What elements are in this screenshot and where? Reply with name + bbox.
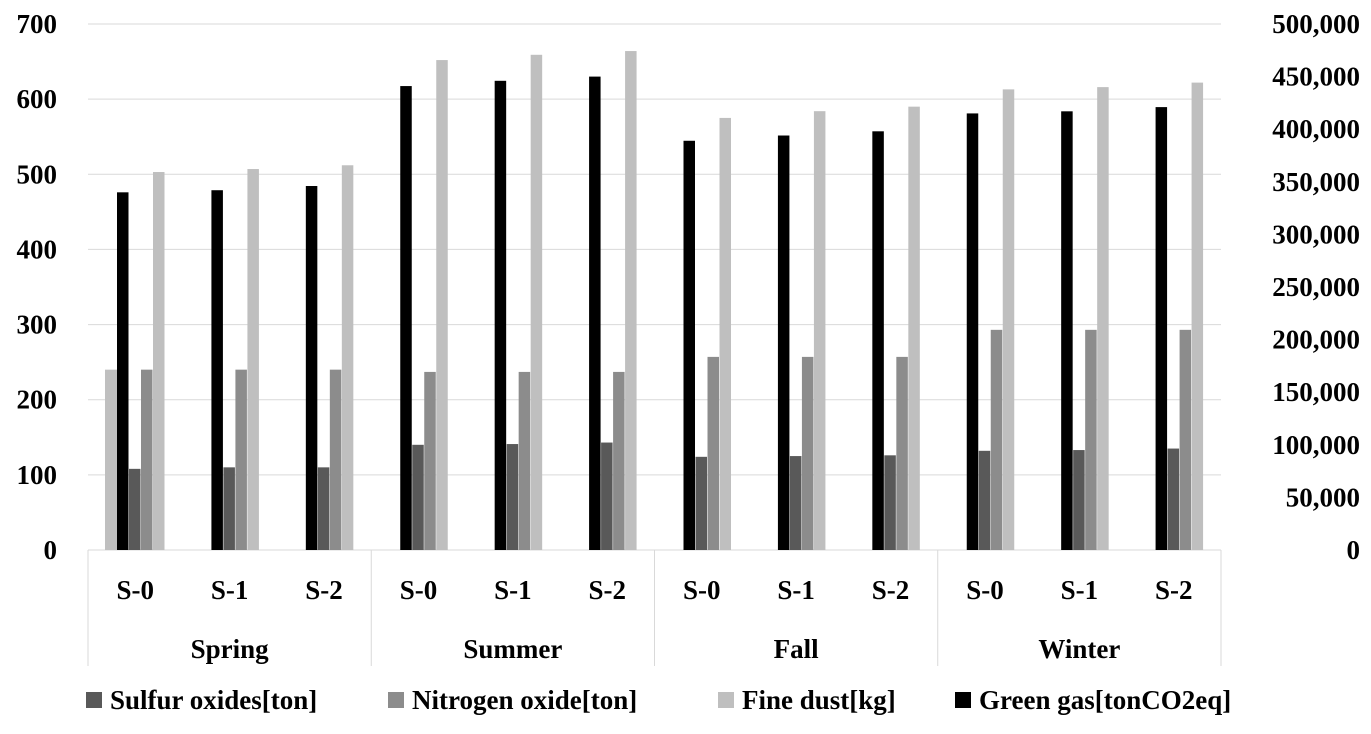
- group-label: Summer: [463, 634, 562, 664]
- bars: [105, 51, 1204, 551]
- bar: [412, 444, 424, 550]
- bar: [211, 190, 223, 550]
- scenario-label: S-1: [777, 575, 815, 605]
- legend-label: Green gas[tonCO2eq]: [979, 685, 1231, 715]
- bar: [884, 455, 896, 550]
- legend-swatch: [388, 692, 404, 708]
- group-label: Winter: [1038, 634, 1120, 664]
- bar: [625, 51, 637, 551]
- scenario-label: S-1: [211, 575, 249, 605]
- legend-label: Nitrogen oxide[ton]: [412, 685, 637, 715]
- bar: [247, 169, 259, 551]
- right-tick-label: 150,000: [1272, 377, 1360, 407]
- scenario-label: S-0: [116, 575, 154, 605]
- left-axis-tick-labels: 0 100 200 300 400 500 600 700: [17, 9, 58, 565]
- bar: [1097, 87, 1109, 551]
- bar: [966, 113, 979, 551]
- bar: [1002, 89, 1015, 551]
- bar: [683, 140, 695, 550]
- group-label: Fall: [774, 634, 819, 664]
- bar: [789, 456, 802, 550]
- bar: [400, 86, 412, 551]
- scenario-label: S-0: [683, 575, 721, 605]
- bar: [329, 369, 342, 550]
- right-tick-label: 200,000: [1272, 325, 1360, 355]
- scenario-label: S-2: [589, 575, 627, 605]
- bar: [978, 450, 991, 550]
- scenario-label: S-1: [1061, 575, 1099, 605]
- bar: [601, 442, 613, 550]
- scenario-label: S-0: [966, 575, 1004, 605]
- group-label: Spring: [191, 634, 270, 664]
- legend-label: Sulfur oxides[ton]: [110, 685, 317, 715]
- right-tick-label: 100,000: [1272, 430, 1360, 460]
- bar: [317, 467, 330, 550]
- bar: [518, 371, 531, 550]
- bar: [896, 356, 908, 550]
- left-tick-label: 200: [17, 385, 58, 415]
- right-tick-label: 0: [1347, 535, 1361, 565]
- legend-swatch: [86, 692, 102, 708]
- bar: [1061, 111, 1073, 550]
- left-tick-label: 500: [17, 159, 58, 189]
- scenario-label: S-2: [872, 575, 910, 605]
- scenario-label: S-1: [494, 575, 532, 605]
- bar: [1167, 448, 1180, 550]
- bar: [777, 135, 790, 550]
- right-tick-label: 50,000: [1286, 482, 1360, 512]
- bar: [436, 60, 448, 550]
- legend-swatch: [955, 692, 971, 708]
- left-tick-label: 400: [17, 234, 58, 264]
- bar: [695, 456, 707, 550]
- left-tick-label: 0: [44, 535, 58, 565]
- bar: [1155, 107, 1168, 550]
- right-tick-label: 250,000: [1272, 272, 1360, 302]
- legend-swatch: [718, 692, 734, 708]
- right-tick-label: 500,000: [1272, 9, 1360, 39]
- bar: [341, 165, 354, 551]
- right-axis-tick-labels: 0 50,000 100,000 150,000 200,000 250,000 300,0…: [1272, 9, 1360, 565]
- bar: [305, 186, 318, 550]
- bar: [1191, 82, 1204, 551]
- bar: [105, 369, 121, 550]
- bar: [813, 111, 826, 550]
- bar: [908, 106, 920, 551]
- scenario-label: S-0: [400, 575, 438, 605]
- bar: [506, 444, 519, 550]
- bar: [153, 172, 165, 550]
- bar: [223, 467, 235, 550]
- bar: [129, 468, 141, 550]
- bar: [707, 356, 719, 550]
- left-tick-label: 100: [17, 460, 58, 490]
- legend: Sulfur oxides[ton] Nitrogen oxide[ton] Fin…: [86, 685, 1231, 715]
- bar: [141, 369, 153, 550]
- bar: [494, 80, 507, 551]
- bar: [990, 329, 1003, 550]
- bar: [1179, 329, 1192, 550]
- scenario-label: S-2: [305, 575, 343, 605]
- left-tick-label: 600: [17, 84, 58, 114]
- left-tick-label: 700: [17, 9, 58, 39]
- right-tick-label: 350,000: [1272, 167, 1360, 197]
- bar: [117, 192, 129, 550]
- bar: [424, 371, 436, 550]
- bar: [589, 76, 601, 550]
- bar: [872, 131, 884, 550]
- category-axis: S-0 S-1 S-2 S-0 S-1 S-2 S-0 S-1 S-2 S-0 S-1 S-2 Spri…: [87, 550, 1222, 666]
- bar: [1073, 450, 1085, 550]
- bar: [235, 369, 247, 550]
- right-tick-label: 300,000: [1272, 219, 1360, 249]
- bar: [1085, 329, 1097, 550]
- legend-label: Fine dust[kg]: [742, 685, 896, 715]
- bar: [719, 117, 731, 550]
- bar: [613, 371, 625, 550]
- right-tick-label: 450,000: [1272, 62, 1360, 92]
- left-tick-label: 300: [17, 310, 58, 340]
- bar: [530, 54, 543, 551]
- bar: [801, 356, 814, 550]
- right-tick-label: 400,000: [1272, 114, 1360, 144]
- scenario-label: S-2: [1155, 575, 1193, 605]
